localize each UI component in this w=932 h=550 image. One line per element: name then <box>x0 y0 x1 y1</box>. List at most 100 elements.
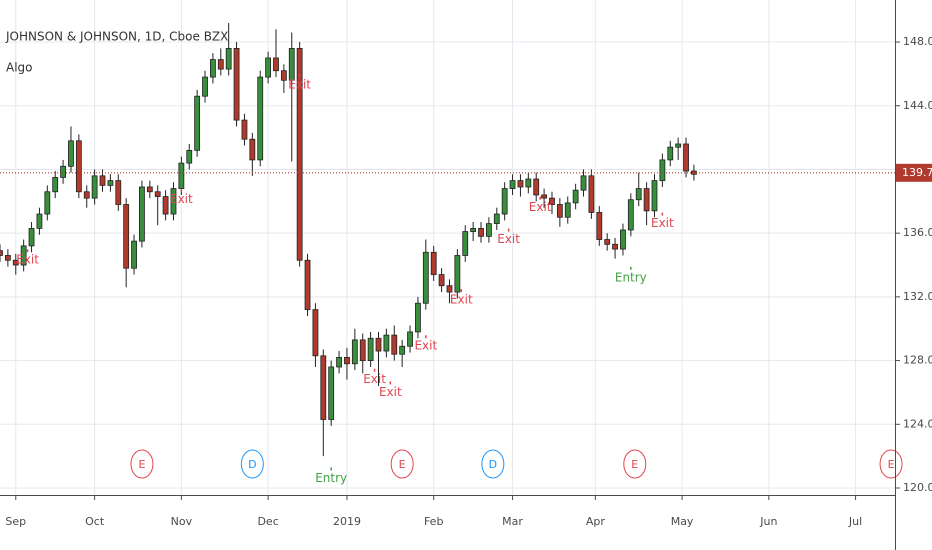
candle-body <box>612 243 618 250</box>
signal-label: Exit <box>288 78 311 92</box>
candle-body <box>580 175 587 191</box>
event-marker <box>130 449 154 479</box>
candle-body <box>462 231 469 256</box>
candle-body <box>485 223 492 237</box>
candle-body <box>139 186 145 242</box>
x-tick-label: Dec <box>257 515 278 528</box>
candle-body <box>0 250 3 256</box>
candle-body <box>351 339 358 365</box>
candle-body <box>320 355 327 420</box>
candle-body <box>438 274 445 287</box>
candle-body <box>288 48 295 81</box>
candle-body <box>162 196 169 215</box>
candle-body <box>383 334 390 352</box>
event-label: D <box>248 458 256 471</box>
candle-body <box>83 191 90 199</box>
candle-body <box>280 70 287 81</box>
candle-body <box>533 178 540 196</box>
candle-body <box>399 345 406 355</box>
candle-body <box>52 177 59 193</box>
x-tick-label: Jun <box>759 515 777 528</box>
candle-body <box>178 162 185 189</box>
x-tick-label: Mar <box>502 515 523 528</box>
signal-label: Exit <box>497 232 520 246</box>
candle-body <box>627 199 634 231</box>
candle-body <box>651 180 658 212</box>
candle-body <box>564 202 571 218</box>
candle-body <box>146 186 153 193</box>
candle-body <box>344 356 350 365</box>
signal-label: Exit <box>16 253 39 267</box>
signal-label: Exit <box>651 216 674 230</box>
y-tick-label: 144.00 <box>903 99 932 112</box>
candle-body <box>517 180 524 188</box>
last-price-box <box>896 163 932 182</box>
candle-body <box>604 239 611 245</box>
x-tick-label: Nov <box>171 515 193 528</box>
x-tick-label: Oct <box>85 515 105 528</box>
y-tick-label: 132.00 <box>903 290 932 303</box>
x-tick-label: Apr <box>586 515 606 528</box>
candle-body <box>170 188 177 215</box>
candle-body <box>91 175 98 199</box>
candle-body <box>210 59 216 78</box>
event-label: D <box>489 458 497 471</box>
candle-body <box>549 197 555 205</box>
event-marker <box>390 449 414 479</box>
signal-label: Entry <box>315 471 347 485</box>
x-tick-label: Feb <box>424 515 443 528</box>
candle-body <box>131 240 137 269</box>
last-price-label: 139.79 <box>902 166 932 179</box>
candle-body <box>407 331 413 347</box>
candle-body <box>36 213 43 229</box>
candle-body <box>391 334 398 355</box>
candle-body <box>415 302 421 333</box>
candle-body <box>422 251 429 304</box>
signal-label: Exit <box>379 385 402 399</box>
candle-body <box>667 146 674 161</box>
candle-body <box>107 180 114 186</box>
candle-body <box>556 204 563 218</box>
candle-body <box>454 255 461 293</box>
candle-body <box>312 309 319 357</box>
x-tick-label: Sep <box>5 515 26 528</box>
candle-body <box>257 76 264 161</box>
candle-body <box>123 204 130 269</box>
event-marker <box>240 449 264 479</box>
candle-body <box>273 57 279 72</box>
x-tick-label: 2019 <box>333 515 361 528</box>
y-tick-label: 120.00 <box>903 481 932 494</box>
candle-body <box>115 180 122 205</box>
candle-body <box>336 356 342 368</box>
candle-body <box>493 213 500 225</box>
candle-body <box>304 259 311 311</box>
candle-body <box>478 227 484 237</box>
chart-title: JOHNSON & JOHNSON, 1D, Cboe BZX <box>5 30 228 44</box>
plot: ExitExitExitEntryExitExitExitExitExitExi… <box>0 22 903 485</box>
candle-body <box>44 191 51 215</box>
candle-body <box>501 188 508 215</box>
candle-body <box>375 337 382 352</box>
grid <box>0 0 895 495</box>
candle-body <box>60 165 66 178</box>
y-tick-label: 136.00 <box>903 226 932 239</box>
event-label: E <box>399 458 406 471</box>
candle-body <box>241 119 248 140</box>
candle-body <box>683 143 689 172</box>
x-tick-label: May <box>671 515 694 528</box>
signal-label: Exit <box>529 200 552 214</box>
candle-body <box>217 59 224 70</box>
y-tick-label: 148.00 <box>903 35 932 48</box>
candle-body <box>12 259 19 266</box>
y-tick-label: 128.00 <box>903 354 932 367</box>
event-marker <box>879 449 903 479</box>
signal-label: Exit <box>363 372 386 386</box>
candle-body <box>20 245 27 266</box>
candle-body <box>572 189 579 204</box>
signal-label: Exit <box>450 293 473 307</box>
y-tick-label: 124.00 <box>903 417 932 430</box>
candle-body <box>186 149 193 164</box>
candle-body <box>249 138 256 161</box>
candle-body <box>359 339 366 361</box>
